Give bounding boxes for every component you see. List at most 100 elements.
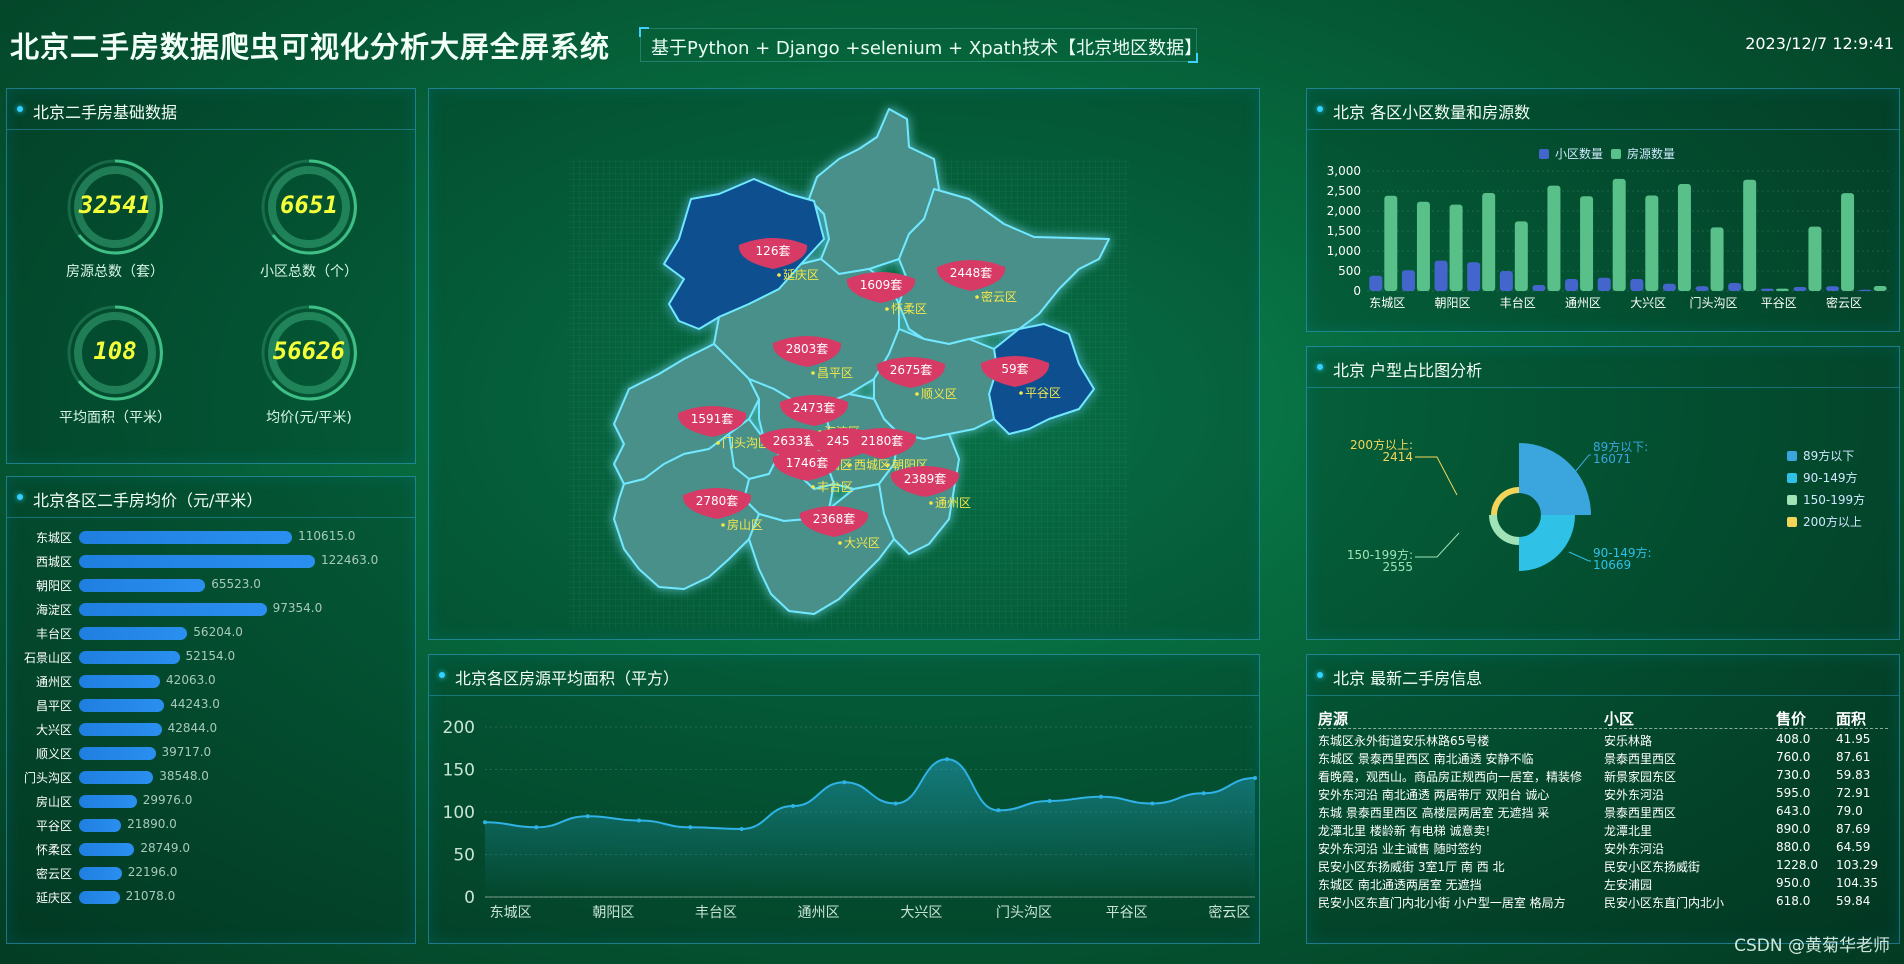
table-row[interactable]: 安外东河沿 南北通透 两居带厅 双阳台 诚心 安外东河沿 595.0 72.91 (1318, 786, 1888, 804)
area-data-point[interactable] (637, 818, 641, 823)
legend-item[interactable]: 89方以下 (1787, 447, 1854, 464)
listing-count-bar[interactable] (1677, 184, 1691, 291)
community-count-bar[interactable] (1401, 270, 1415, 291)
legend-item[interactable]: 小区数量 (1539, 145, 1603, 162)
listing-count-bar[interactable] (1873, 285, 1887, 291)
table-row[interactable]: 东城区 景泰西里西区 南北通透 安静不临 景泰西里西区 760.0 87.61 (1318, 750, 1888, 768)
legend-item[interactable]: 150-199方 (1787, 491, 1865, 508)
pie-slice[interactable] (1519, 443, 1591, 515)
pie-slice[interactable] (1489, 515, 1519, 545)
community-count-bar[interactable] (1695, 286, 1709, 291)
area-data-point[interactable] (688, 825, 693, 830)
community-count-bar[interactable] (1826, 286, 1840, 291)
community-count-bar[interactable] (1369, 275, 1383, 291)
area-data-point[interactable] (483, 820, 487, 825)
legend-item[interactable]: 90-149方 (1787, 469, 1858, 486)
price-bar[interactable] (79, 555, 315, 568)
y-tick-label: 2,500 (1327, 184, 1361, 198)
listing-count-bar[interactable] (1645, 195, 1659, 291)
listing-count-bar[interactable] (1416, 201, 1430, 291)
community-count-bar[interactable] (1565, 279, 1579, 291)
price-bar[interactable] (79, 603, 267, 616)
price-bar[interactable] (79, 627, 188, 640)
listing-count-bar[interactable] (1514, 221, 1528, 291)
listing-count-bar[interactable] (1482, 193, 1496, 291)
area-data-point[interactable] (996, 808, 1001, 813)
table-row[interactable]: 东城区永外街道安乐林路65号楼 安乐林路 408.0 41.95 (1318, 732, 1888, 750)
price-bar[interactable] (79, 819, 122, 832)
community-count-bar[interactable] (1793, 287, 1807, 291)
community-count-bar[interactable] (1858, 289, 1872, 291)
table-row[interactable]: 民安小区东扬威街 3室1厅 南 西 北 民安小区东扬威街 1228.0 103.29 (1318, 858, 1888, 876)
price-bar[interactable] (79, 531, 293, 544)
area-data-point[interactable] (1099, 794, 1103, 799)
listing-count-bar[interactable] (1449, 204, 1463, 291)
area-data-point[interactable] (893, 801, 898, 806)
community-count-bar[interactable] (1597, 277, 1611, 291)
listing-count-bar[interactable] (1808, 226, 1822, 291)
community-count-bar[interactable] (1532, 285, 1546, 291)
community-count-bar[interactable] (1760, 288, 1774, 291)
community-count-bar[interactable] (1630, 279, 1644, 291)
area-data-point[interactable] (842, 780, 847, 785)
listing-count-bar[interactable] (1384, 195, 1398, 291)
table-row[interactable]: 民安小区东直门内北小街 小户型一居室 格局方 民安小区东直门内北小 618.0 59.… (1318, 894, 1888, 912)
listing-count-bar[interactable] (1710, 227, 1724, 291)
listing-count-bar[interactable] (1743, 179, 1757, 291)
area-data-point[interactable] (1201, 791, 1206, 796)
price-bar[interactable] (79, 771, 154, 784)
price-bar[interactable] (79, 843, 135, 856)
table-cell: 730.0 (1776, 768, 1811, 782)
listing-count-bar[interactable] (1580, 196, 1594, 291)
listing-count-bar[interactable] (1841, 193, 1855, 291)
pie-slice[interactable] (1491, 487, 1519, 515)
legend-item[interactable]: 房源数量 (1611, 145, 1675, 162)
community-count-bar[interactable] (1662, 283, 1676, 291)
community-count-bar[interactable] (1467, 262, 1481, 291)
community-count-bar[interactable] (1499, 271, 1513, 291)
price-bar[interactable] (79, 891, 120, 904)
district-shape-shunyi[interactable] (873, 328, 998, 440)
area-data-point[interactable] (739, 827, 744, 831)
district-shape-miyun[interactable] (898, 188, 1110, 345)
price-bar[interactable] (79, 795, 137, 808)
area-data-point[interactable] (791, 804, 795, 809)
listing-count-bar[interactable] (1547, 185, 1561, 291)
price-bar[interactable] (79, 579, 206, 592)
table-row[interactable]: 安外东河沿 业主诚售 随时签约 安外东河沿 880.0 64.59 (1318, 840, 1888, 858)
area-series-line[interactable] (484, 758, 1256, 831)
community-count-bar[interactable] (1728, 283, 1742, 291)
listing-count-bar[interactable] (1612, 178, 1626, 291)
area-data-point[interactable] (945, 757, 949, 762)
area-data-point[interactable] (1047, 798, 1052, 803)
price-bar[interactable] (79, 747, 156, 760)
table-row[interactable]: 东城区 南北通透两居室 无遮挡 左安浦园 950.0 104.35 (1318, 876, 1888, 894)
table-row[interactable]: 龙潭北里 楼龄新 有电梯 诚意卖! 龙潭北里 890.0 87.69 (1318, 822, 1888, 840)
area-data-point[interactable] (534, 825, 539, 830)
pie-slice[interactable] (1519, 515, 1575, 571)
community-count-bar[interactable] (1434, 260, 1448, 291)
price-bar[interactable] (79, 867, 122, 880)
area-data-point[interactable] (585, 814, 590, 819)
price-bar[interactable] (79, 651, 180, 664)
table-row[interactable]: 看晚霞，观西山。商品房正规西向一居室，精装修 新景家园东区 730.0 59.83 (1318, 768, 1888, 786)
area-data-point[interactable] (1150, 801, 1155, 806)
price-bar[interactable] (79, 699, 165, 712)
listing-count-bar[interactable] (1775, 288, 1789, 291)
price-bar[interactable] (79, 723, 162, 736)
price-bar[interactable] (79, 675, 161, 688)
area-data-point[interactable] (1253, 776, 1257, 780)
legend-item[interactable]: 200方以上 (1787, 513, 1862, 530)
table-row[interactable]: 东城 景泰西里西区 高楼层两居室 无遮挡 采 景泰西里西区 643.0 79.0 (1318, 804, 1888, 822)
